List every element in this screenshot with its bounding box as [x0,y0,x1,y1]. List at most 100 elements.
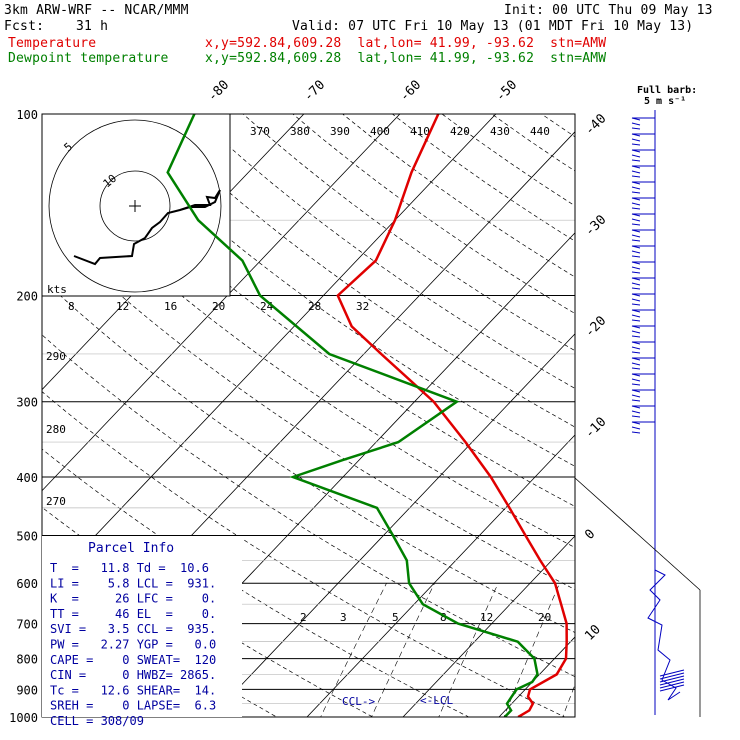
mixing-ratio-lower-label: 5 [392,611,399,624]
theta-label: 420 [450,125,470,138]
wind-barb [631,421,655,425]
wind-barb [631,213,655,217]
wind-barb-flag [631,175,641,178]
wind-barb-flag [631,346,641,350]
wind-barb [631,373,655,377]
lower-wind-barb [659,675,685,683]
parcel-info-line: CAPE = 0 SWEAT= 120 [50,653,216,667]
wind-barb-flag [631,234,641,238]
wind-barb [631,133,655,137]
mixing-ratio-line [438,583,499,717]
temperature-legend-name: Temperature [8,36,97,51]
ccl-marker: CCL-> [342,695,375,708]
theta-label: 410 [410,125,430,138]
init-time: Init: 00 UTC Thu 09 May 13 [504,3,713,18]
wind-barb [631,229,655,233]
lower-wind-trace-line [647,569,681,701]
isotherm-line [402,535,575,717]
theta-label: 430 [490,125,510,138]
wind-barb-flag [631,410,641,414]
pressure-tick-label: 100 [16,108,38,122]
wind-barb-flag [631,154,641,158]
dewpoint-legend-coords: x,y=592.84,609.28 lat,lon= 41.99, -93.62… [205,51,607,66]
dry-adiabat [591,114,740,730]
isotherm-line [583,86,740,729]
wind-barb-flag [631,239,641,242]
wind-barb-flag [631,394,641,398]
lower-wind-barb [659,684,685,692]
wind-barb-flag [631,223,641,226]
parcel-info-line: TT = 46 EL = 0. [50,607,216,621]
wind-barb-flag [631,426,641,430]
wind-barb-flag [631,202,641,206]
temperature-profile-line [336,114,568,717]
wind-barb-flag [631,319,641,322]
parcel-info-box: Parcel Info T = 11.8 Td = 10.6LI = 5.8 L… [42,536,242,728]
dry-adiabat [491,114,575,172]
wind-barb-flag [631,367,641,370]
mixing-ratio-lower-label: 2 [300,611,307,624]
wind-barb-flag [631,383,641,386]
mixing-ratio-upper-label: 12 [116,300,129,313]
mixing-ratio-upper-label: 20 [212,300,225,313]
lower-wind-barb [659,681,685,689]
temperature-tick-label: -10 [582,415,609,442]
mixing-ratio-upper-label: 16 [164,300,177,313]
mixing-ratio-line [371,583,435,717]
wind-barb-flag [631,399,641,402]
wind-barb-flag [631,250,641,254]
theta-side-label: 280 [46,423,66,436]
wind-barb-flag [631,378,641,382]
parcel-info-line: T = 11.8 Td = 10.6 [50,561,209,575]
wind-barb [631,261,655,265]
theta-label: 390 [330,125,350,138]
wind-barb-flag [631,191,641,194]
wind-barb-flag [631,335,641,338]
mixing-ratio-line [562,683,575,717]
dry-adiabat [292,114,575,314]
hodograph-trace [73,189,221,266]
temperature-tick-label: -20 [582,313,609,340]
wind-barb-flag [631,351,641,354]
wind-barb-flag [631,362,641,366]
wind-barb-flag [631,330,641,334]
wind-barb-flag [631,218,641,222]
wind-barb [631,165,655,169]
wind-barb [631,245,655,249]
profile-layer [166,114,568,717]
parcel-info-line: Tc = 12.6 SHEAR= 14. [50,683,216,697]
wind-barb-flag [631,282,641,286]
isotherm-line [498,636,575,717]
mixing-ratio-upper-label: 28 [308,300,321,313]
temperature-tick-label: -40 [582,111,609,138]
isotherm-line [210,333,575,717]
isotherm-line [306,434,575,717]
full-barb-label: Full barb: [637,85,697,96]
pressure-tick-label: 500 [16,529,38,543]
temperature-tick-label: 10 [582,622,604,644]
temperature-tick-label: -60 [397,78,424,105]
forecast-hour: 31 h [76,19,109,34]
theta-side-label: 290 [46,350,66,363]
wind-barb-flag [631,159,641,162]
temperature-tick-label: -50 [493,78,520,105]
wind-barb-flag [631,303,641,306]
diagram-edge-line [574,477,701,591]
wind-barb [631,117,655,121]
pressure-tick-label: 200 [16,290,38,304]
mixing-ratio-line [636,583,688,730]
wind-barb-flag [631,127,641,130]
wind-barb-column [631,110,656,715]
wind-barb [631,309,655,313]
pressure-tick-label: 700 [16,618,38,632]
wind-barb-flag [631,186,641,190]
theta-label: 400 [370,125,390,138]
mixing-ratio-upper-label: 32 [356,300,369,313]
wind-barb-flag [631,122,641,126]
dry-adiabat [641,114,740,730]
lower-wind-trace [574,477,701,717]
temperature-tick-label: 0 [582,527,598,543]
mixing-ratio-upper-label: 8 [68,300,75,313]
